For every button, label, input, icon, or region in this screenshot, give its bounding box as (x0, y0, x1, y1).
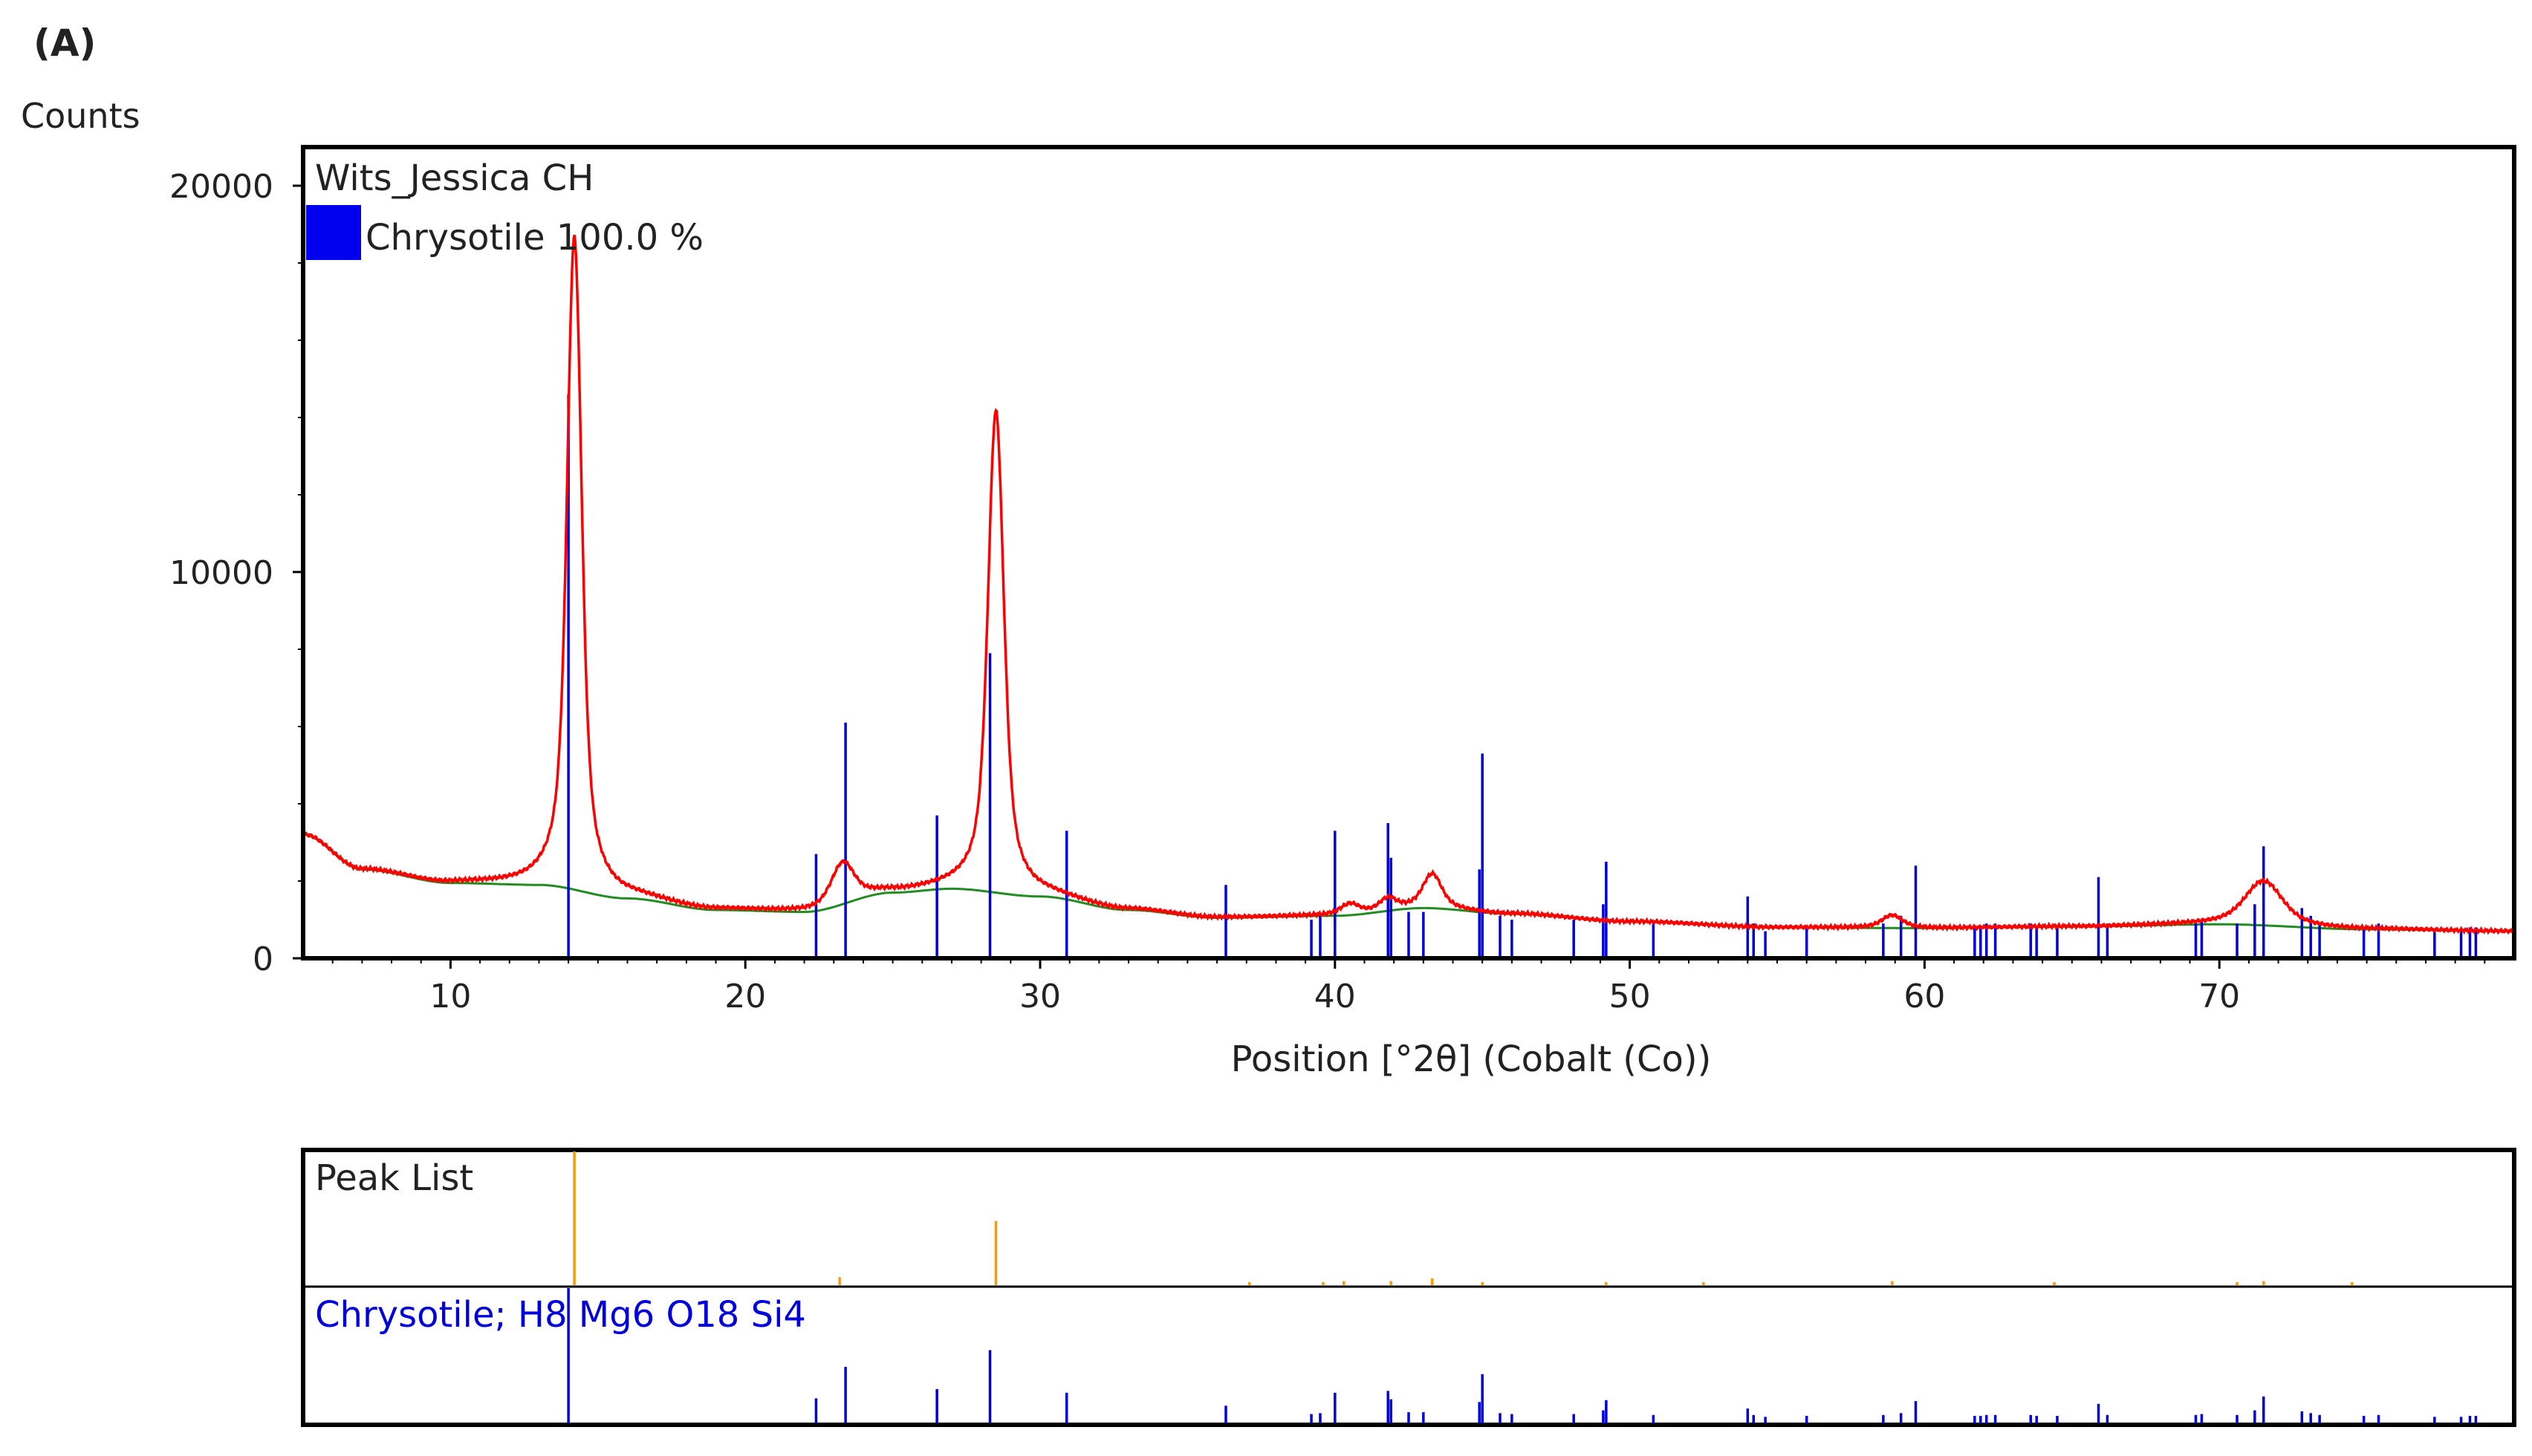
peak-list-title: Peak List (315, 1157, 473, 1199)
y-tick-label: 20000 (169, 168, 273, 206)
x-tick-label: 30 (1019, 978, 1061, 1015)
x-axis-ticks: 10 20 30 40 50 60 70 (331, 958, 2486, 1015)
y-tick-label: 0 (253, 940, 273, 978)
reference-panel-title: Chrysotile; H8 Mg6 O18 Si4 (315, 1294, 806, 1336)
x-tick-label: 40 (1314, 978, 1356, 1015)
x-axis-label: Position [°2θ] (Cobalt (Co)) (1231, 1039, 1712, 1080)
reference-sticks-panel (567, 1288, 2478, 1423)
chart-title: Wits_Jessica CH (315, 157, 594, 199)
y-axis-label: Counts (21, 96, 140, 136)
y-axis-ticks: 0 10000 20000 (169, 168, 303, 978)
panel-label: (A) (33, 22, 96, 65)
x-tick-label: 70 (2198, 978, 2240, 1015)
main-plot-area (302, 234, 2516, 958)
x-tick-label: 10 (429, 978, 471, 1015)
peak-list-sticks (573, 1151, 2354, 1285)
main-plot-frame (301, 145, 2516, 961)
x-tick-label: 20 (724, 978, 766, 1015)
observed-pattern (302, 234, 2516, 935)
y-tick-label: 10000 (169, 554, 273, 592)
x-tick-label: 50 (1609, 978, 1651, 1015)
legend-swatch (306, 205, 361, 260)
legend-label: Chrysotile 100.0 % (366, 217, 704, 259)
x-tick-label: 60 (1903, 978, 1945, 1015)
